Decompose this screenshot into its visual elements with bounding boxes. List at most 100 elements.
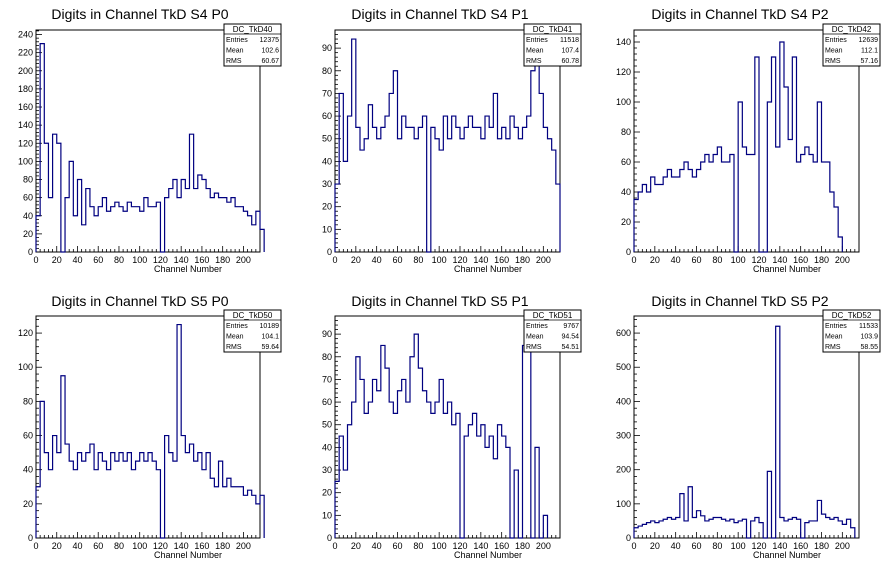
y-tick-label: 10 bbox=[322, 510, 332, 520]
y-tick-label: 0 bbox=[28, 533, 33, 543]
x-tick-label: 180 bbox=[814, 255, 829, 265]
x-axis-label: Channel Number bbox=[753, 264, 821, 274]
x-tick-label: 100 bbox=[132, 255, 147, 265]
y-tick-label: 80 bbox=[322, 352, 332, 362]
x-tick-label: 60 bbox=[691, 255, 701, 265]
stats-rms-label: RMS bbox=[226, 58, 242, 65]
histogram-panel: Digits in Channel TkD S5 P10 20 40 60 80 100 1… bbox=[322, 293, 582, 560]
y-tick-label: 20 bbox=[23, 499, 33, 509]
x-tick-label: 100 bbox=[731, 541, 746, 551]
stats-box: DC_TkD50 Entries 10189 Mean 104.1 RMS 59.64 bbox=[223, 309, 282, 353]
y-tick-label: 220 bbox=[18, 48, 33, 58]
y-tick-label: 80 bbox=[322, 66, 332, 76]
stats-rms-value: 60.67 bbox=[261, 58, 279, 65]
histogram-panel: Digits in Channel TkD S4 P2 0 20 40 60 80 100 1… bbox=[616, 6, 881, 274]
x-tick-label: 140 bbox=[772, 255, 787, 265]
panel-title: Digits in Channel TkD S5 P2 bbox=[651, 293, 828, 309]
x-tick-label: 160 bbox=[194, 541, 209, 551]
stats-mean-label: Mean bbox=[526, 334, 544, 341]
x-tick-label: 200 bbox=[835, 541, 850, 551]
stats-entries-label: Entries bbox=[825, 323, 847, 330]
y-tick-label: 10 bbox=[322, 224, 332, 234]
x-tick-label: 180 bbox=[515, 541, 530, 551]
stats-rms-value: 57.16 bbox=[860, 58, 878, 65]
x-tick-label: 180 bbox=[215, 255, 230, 265]
x-tick-label: 140 bbox=[473, 541, 488, 551]
x-tick-label: 140 bbox=[174, 541, 189, 551]
x-tick-label: 80 bbox=[114, 541, 124, 551]
stats-rms-label: RMS bbox=[226, 344, 242, 351]
stats-box: DC_TkD52 Entries 11533 Mean 103.9 RMS 58.55 bbox=[822, 309, 881, 353]
y-tick-label: 40 bbox=[23, 465, 33, 475]
y-tick-label: 140 bbox=[616, 37, 631, 47]
x-tick-label: 0 bbox=[332, 255, 337, 265]
x-tick-label: 180 bbox=[515, 255, 530, 265]
y-tick-label: 0 bbox=[28, 247, 33, 257]
stats-mean-value: 102.6 bbox=[261, 48, 279, 55]
x-tick-label: 120 bbox=[751, 255, 766, 265]
y-tick-label: 60 bbox=[23, 193, 33, 203]
stats-entries-label: Entries bbox=[226, 323, 248, 330]
y-tick-label: 140 bbox=[18, 120, 33, 130]
stats-box: DC_TkD41 Entries 11518 Mean 107.4 RMS 60.78 bbox=[523, 23, 582, 67]
y-tick-label: 100 bbox=[616, 97, 631, 107]
histogram-panel: Digits in Channel TkD S5 P2 0 20 40 60 80 100 1… bbox=[616, 293, 881, 560]
x-axis-label: Channel Number bbox=[753, 550, 821, 560]
stats-rms-value: 60.78 bbox=[561, 58, 579, 65]
stats-entries-label: Entries bbox=[526, 37, 548, 44]
stats-entries-value: 11533 bbox=[859, 323, 878, 330]
y-tick-label: 40 bbox=[23, 211, 33, 221]
stats-title: DC_TkD41 bbox=[533, 25, 573, 34]
x-tick-label: 0 bbox=[33, 255, 38, 265]
x-tick-label: 40 bbox=[72, 255, 82, 265]
y-tick-label: 600 bbox=[616, 328, 631, 338]
stats-entries-value: 12639 bbox=[859, 37, 879, 44]
stats-mean-value: 103.9 bbox=[860, 334, 878, 341]
histogram-line bbox=[35, 42, 265, 253]
stats-rms-value: 54.51 bbox=[561, 344, 579, 351]
y-tick-label: 0 bbox=[626, 533, 631, 543]
stats-box: DC_TkD40 Entries 12375 Mean 102.6 RMS 60.67 bbox=[223, 23, 282, 67]
stats-box-frame bbox=[822, 309, 881, 353]
stats-rms-label: RMS bbox=[526, 58, 542, 65]
stats-mean-value: 104.1 bbox=[261, 334, 279, 341]
x-tick-label: 60 bbox=[392, 255, 402, 265]
panel-title: Digits in Channel TkD S5 P1 bbox=[351, 293, 528, 309]
y-tick-label: 20 bbox=[322, 488, 332, 498]
x-tick-label: 20 bbox=[52, 541, 62, 551]
x-tick-label: 160 bbox=[793, 541, 808, 551]
y-tick-label: 20 bbox=[322, 202, 332, 212]
y-tick-label: 100 bbox=[616, 499, 631, 509]
x-tick-label: 40 bbox=[72, 541, 82, 551]
stats-mean-label: Mean bbox=[226, 334, 244, 341]
y-tick-label: 80 bbox=[23, 396, 33, 406]
x-tick-label: 120 bbox=[751, 541, 766, 551]
stats-entries-value: 9767 bbox=[563, 323, 579, 330]
x-tick-label: 100 bbox=[132, 541, 147, 551]
x-tick-label: 40 bbox=[372, 255, 382, 265]
x-tick-label: 60 bbox=[392, 541, 402, 551]
y-tick-label: 0 bbox=[327, 247, 332, 257]
x-tick-label: 120 bbox=[153, 541, 168, 551]
x-tick-label: 160 bbox=[793, 255, 808, 265]
x-tick-label: 140 bbox=[174, 255, 189, 265]
x-tick-label: 160 bbox=[494, 255, 509, 265]
stats-title: DC_TkD40 bbox=[233, 25, 273, 34]
y-tick-label: 120 bbox=[18, 328, 33, 338]
stats-mean-label: Mean bbox=[825, 48, 843, 55]
x-axis-label: Channel Number bbox=[454, 550, 522, 560]
histogram-panel: Digits in Channel TkD S4 P10 20 40 60 80 100 1… bbox=[322, 6, 582, 274]
x-tick-label: 40 bbox=[671, 541, 681, 551]
stats-title: DC_TkD50 bbox=[233, 311, 273, 320]
stats-rms-value: 58.55 bbox=[860, 344, 878, 351]
y-tick-label: 60 bbox=[23, 431, 33, 441]
x-tick-label: 20 bbox=[52, 255, 62, 265]
histogram-line bbox=[35, 323, 265, 539]
y-tick-label: 50 bbox=[322, 134, 332, 144]
stats-box-frame bbox=[822, 23, 881, 67]
stats-rms-value: 59.64 bbox=[261, 344, 279, 351]
x-tick-label: 200 bbox=[835, 255, 850, 265]
x-tick-label: 20 bbox=[351, 541, 361, 551]
y-tick-label: 40 bbox=[621, 187, 631, 197]
